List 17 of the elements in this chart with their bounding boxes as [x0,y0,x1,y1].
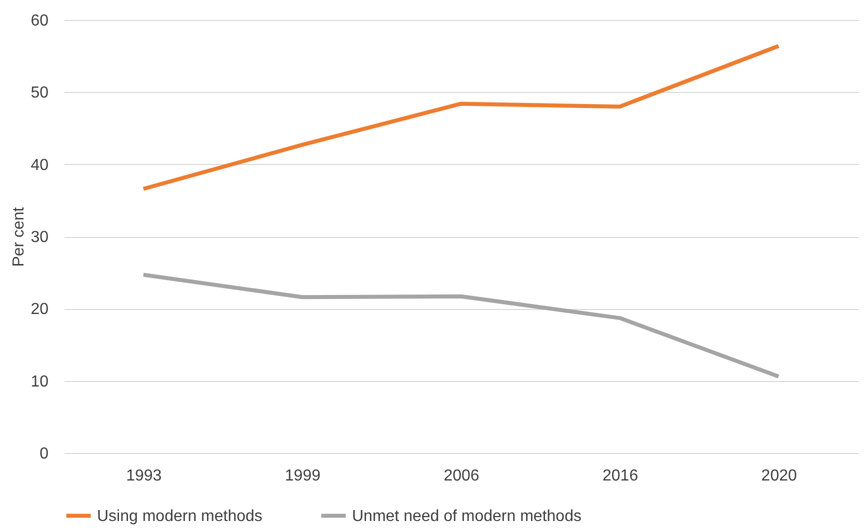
y-tick-label: 10 [30,373,49,390]
y-tick-label: 20 [30,301,49,318]
y-axis-title: Per cent [10,206,28,267]
y-tick-label: 60 [30,12,49,30]
legend-label: Using modern methods [97,508,262,525]
line-series [141,272,781,379]
y-tick-label: 30 [30,229,49,246]
x-tick-label: 2006 [444,468,480,484]
line-series [141,44,781,191]
x-tick-label: 2020 [761,468,797,484]
x-tick-label: 2016 [602,468,638,484]
legend-label: Unmet need of modern methods [352,508,582,525]
y-tick-label: 0 [40,446,49,462]
x-tick-label: 1993 [126,468,162,484]
x-tick-label: 1999 [284,468,321,484]
y-tick-label: 40 [30,156,49,174]
y-tick-label: 50 [30,84,49,102]
